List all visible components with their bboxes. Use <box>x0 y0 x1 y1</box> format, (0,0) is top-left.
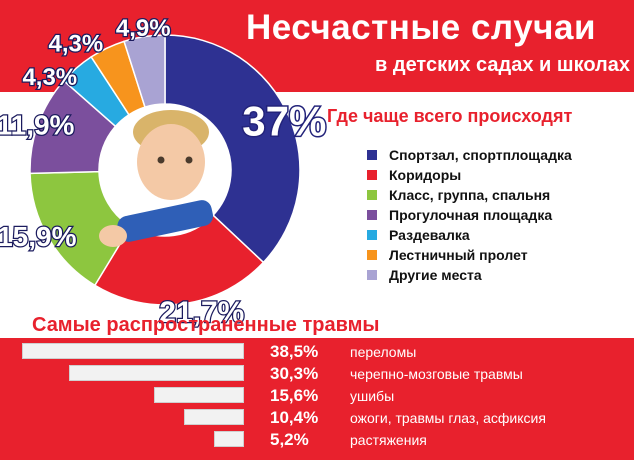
child-illustration <box>99 105 230 247</box>
legend-label: Другие места <box>389 267 482 283</box>
legend-swatch <box>367 250 377 260</box>
legend-item: Лестничный пролет <box>367 245 572 265</box>
injury-category-label: ушибы <box>350 388 395 404</box>
injury-bar <box>154 387 244 403</box>
legend-swatch <box>367 230 377 240</box>
donut-value-label: 37% <box>242 97 326 144</box>
injury-category-label: черепно-мозговые травмы <box>350 366 523 382</box>
page-title: Несчастные случаи <box>246 8 596 47</box>
injury-row: 10,4% ожоги, травмы глаз, асфиксия <box>0 407 634 429</box>
injury-value-label: 30,3% <box>270 364 319 383</box>
donut-heading: Где чаще всего происходят <box>327 106 573 126</box>
page-subtitle: в детских садах и школах <box>375 54 630 76</box>
donut-slice-1 <box>164 34 301 264</box>
legend-swatch <box>367 150 377 160</box>
injury-category-label: растяжения <box>350 432 427 448</box>
donut-value-label: 4,3% <box>22 64 77 91</box>
injury-row: 30,3% черепно-мозговые травмы <box>0 363 634 385</box>
donut-value-label: 4,9% <box>116 15 171 42</box>
injury-row: 38,5% переломы <box>0 341 634 363</box>
legend-label: Раздевалка <box>389 227 470 243</box>
donut-value-label: 21,7% <box>159 296 244 329</box>
donut-slice-7 <box>123 34 166 109</box>
injury-bar <box>69 365 244 381</box>
donut-legend: Спортзал, спортплощадка Коридоры Класс, гр… <box>367 145 572 285</box>
legend-item: Раздевалка <box>367 225 572 245</box>
legend-label: Прогулочная площадка <box>389 207 553 223</box>
legend-label: Спортзал, спортплощадка <box>389 147 572 163</box>
donut-value-label: 11,9% <box>0 110 75 141</box>
injury-heading: Самые распространенные травмы <box>32 314 380 336</box>
injury-row: 5,2% растяжения <box>0 429 634 451</box>
injury-bar <box>22 343 244 359</box>
legend-item: Класс, группа, спальня <box>367 185 572 205</box>
legend-item: Прогулочная площадка <box>367 205 572 225</box>
legend-swatch <box>367 270 377 280</box>
legend-label: Коридоры <box>389 167 462 183</box>
injury-value-label: 15,6% <box>270 386 319 405</box>
injury-value-label: 10,4% <box>270 408 319 427</box>
legend-swatch <box>367 210 377 220</box>
injury-bar <box>214 431 244 447</box>
injury-bar <box>184 409 244 425</box>
injury-row: 15,6% ушибы <box>0 385 634 407</box>
legend-label: Лестничный пролет <box>389 247 528 263</box>
legend-item: Спортзал, спортплощадка <box>367 145 572 165</box>
injury-value-label: 38,5% <box>270 342 319 361</box>
legend-item: Другие места <box>367 265 572 285</box>
legend-swatch <box>367 170 377 180</box>
injury-category-label: ожоги, травмы глаз, асфиксия <box>350 410 546 426</box>
injury-value-label: 5,2% <box>270 430 309 449</box>
legend-item: Коридоры <box>367 165 572 185</box>
donut-value-label: 15,9% <box>0 221 77 252</box>
legend-label: Класс, группа, спальня <box>389 187 551 203</box>
injury-category-label: переломы <box>350 344 417 360</box>
injury-bar-chart: 38,5% переломы 30,3% черепно-мозговые травм… <box>0 338 634 460</box>
donut-value-label: 4,3% <box>48 31 103 58</box>
legend-swatch <box>367 190 377 200</box>
